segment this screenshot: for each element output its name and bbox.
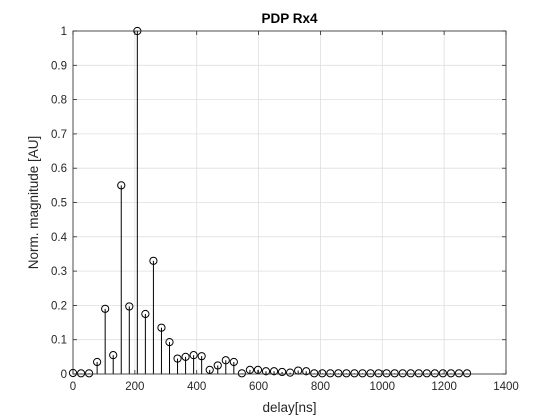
y-tick-label: 0.1 [51, 335, 67, 347]
stem-marker [117, 181, 126, 190]
y-tick-label: 0.6 [51, 163, 67, 175]
stem-marker [165, 338, 174, 347]
stem-marker [141, 309, 150, 319]
stem-marker [277, 367, 287, 377]
y-tick-label: 0.4 [51, 232, 68, 244]
stem-marker [84, 369, 94, 378]
stem-marker [350, 369, 359, 378]
y-tick-label: 0.3 [51, 266, 67, 278]
x-tick-label: 200 [125, 381, 144, 393]
stem-marker [326, 369, 335, 378]
stem-marker [109, 351, 118, 360]
stem-marker [302, 367, 311, 376]
stem-marker [173, 354, 182, 363]
chart-title: PDP Rx4 [261, 11, 318, 26]
stem-marker [430, 369, 439, 378]
stem-marker [181, 352, 190, 361]
stem-marker [76, 369, 86, 378]
stem-marker [213, 361, 222, 370]
y-tick-label: 0.8 [51, 95, 67, 107]
stem-marker [358, 369, 367, 378]
stem-marker [414, 369, 423, 378]
y-tick-label: 0 [61, 369, 67, 381]
x-tick-label: 600 [249, 381, 268, 393]
stem-marker [229, 357, 238, 367]
stem-marker [454, 369, 464, 378]
stem-marker [462, 369, 472, 378]
stem-marker [318, 369, 327, 378]
stem-marker [245, 365, 255, 374]
stem-marker [422, 369, 431, 378]
stem-marker [237, 369, 246, 378]
stem-marker [221, 356, 230, 365]
y-tick-label: 0.2 [51, 300, 67, 312]
x-tick-label: 1000 [369, 381, 395, 393]
stem-marker [261, 367, 271, 376]
x-tick-label: 400 [187, 381, 206, 393]
x-axis-label: delay[ns] [262, 400, 316, 415]
stem-marker [125, 302, 134, 311]
stem-marker [101, 304, 110, 313]
y-tick-label: 0.7 [51, 129, 67, 141]
stems [68, 26, 472, 378]
x-tick-label: 0 [70, 381, 76, 393]
stem-marker [366, 369, 375, 378]
x-tick-label: 1400 [493, 381, 519, 393]
y-axis-label: Norm. magnitude [AU] [26, 136, 41, 270]
stem-marker [286, 368, 295, 377]
stem-marker [189, 351, 198, 360]
stem-marker [253, 365, 263, 374]
stem-marker [382, 369, 391, 378]
stem-marker [269, 367, 279, 376]
stem-marker [310, 369, 319, 378]
stem-marker [149, 256, 158, 265]
ticks: 0 200 400 600 800 1000 1200 1400 0 0.1 0.2 0.3 0.4 0.… [51, 26, 519, 393]
x-tick-label: 800 [311, 381, 330, 393]
stem-marker [197, 352, 206, 361]
stem-marker [93, 357, 102, 367]
y-tick-label: 0.5 [51, 198, 67, 210]
stem-marker [390, 369, 399, 378]
y-tick-label: 0.9 [51, 60, 67, 72]
stem-marker [205, 365, 214, 374]
stem-marker [334, 369, 343, 378]
stem-marker [406, 369, 415, 378]
y-tick-label: 1 [61, 26, 67, 38]
stem-marker [157, 323, 166, 332]
x-tick-label: 1200 [431, 381, 457, 393]
stem-marker [438, 369, 448, 378]
stem-marker [446, 369, 456, 378]
stem-marker [342, 369, 351, 378]
stem-marker [398, 369, 407, 378]
